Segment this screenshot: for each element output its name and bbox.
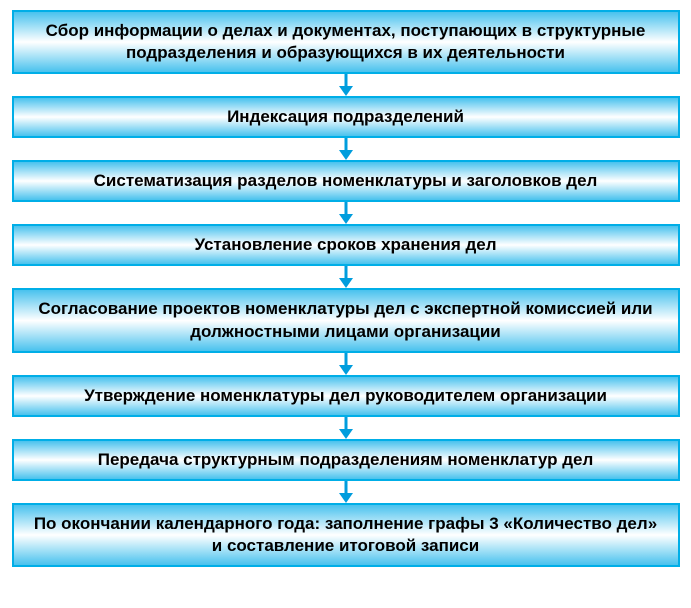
flow-step-8-label: По окончании календарного года: заполнен… bbox=[28, 513, 664, 557]
flow-step-7-label: Передача структурным подразделениям номе… bbox=[98, 449, 594, 471]
flow-step-5-label: Согласование проектов номенклатуры дел с… bbox=[28, 298, 664, 342]
arrow-down-icon bbox=[337, 266, 355, 288]
arrow-down-icon bbox=[337, 417, 355, 439]
flow-step-5: Согласование проектов номенклатуры дел с… bbox=[12, 288, 680, 352]
arrow-down-icon bbox=[337, 202, 355, 224]
flowchart-container: Сбор информации о делах и документах, по… bbox=[10, 10, 681, 567]
flow-step-6: Утверждение номенклатуры дел руководител… bbox=[12, 375, 680, 417]
flow-step-8: По окончании календарного года: заполнен… bbox=[12, 503, 680, 567]
flow-step-6-label: Утверждение номенклатуры дел руководител… bbox=[84, 385, 607, 407]
flow-step-1-label: Сбор информации о делах и документах, по… bbox=[28, 20, 664, 64]
flow-step-3: Систематизация разделов номенклатуры и з… bbox=[12, 160, 680, 202]
arrow-down-icon bbox=[337, 353, 355, 375]
flow-step-2: Индексация подразделений bbox=[12, 96, 680, 138]
flow-step-3-label: Систематизация разделов номенклатуры и з… bbox=[94, 170, 598, 192]
arrow-down-icon bbox=[337, 481, 355, 503]
flow-step-4: Установление сроков хранения дел bbox=[12, 224, 680, 266]
flow-step-2-label: Индексация подразделений bbox=[227, 106, 464, 128]
arrow-down-icon bbox=[337, 138, 355, 160]
flow-step-4-label: Установление сроков хранения дел bbox=[194, 234, 496, 256]
flow-step-1: Сбор информации о делах и документах, по… bbox=[12, 10, 680, 74]
arrow-down-icon bbox=[337, 74, 355, 96]
flow-step-7: Передача структурным подразделениям номе… bbox=[12, 439, 680, 481]
